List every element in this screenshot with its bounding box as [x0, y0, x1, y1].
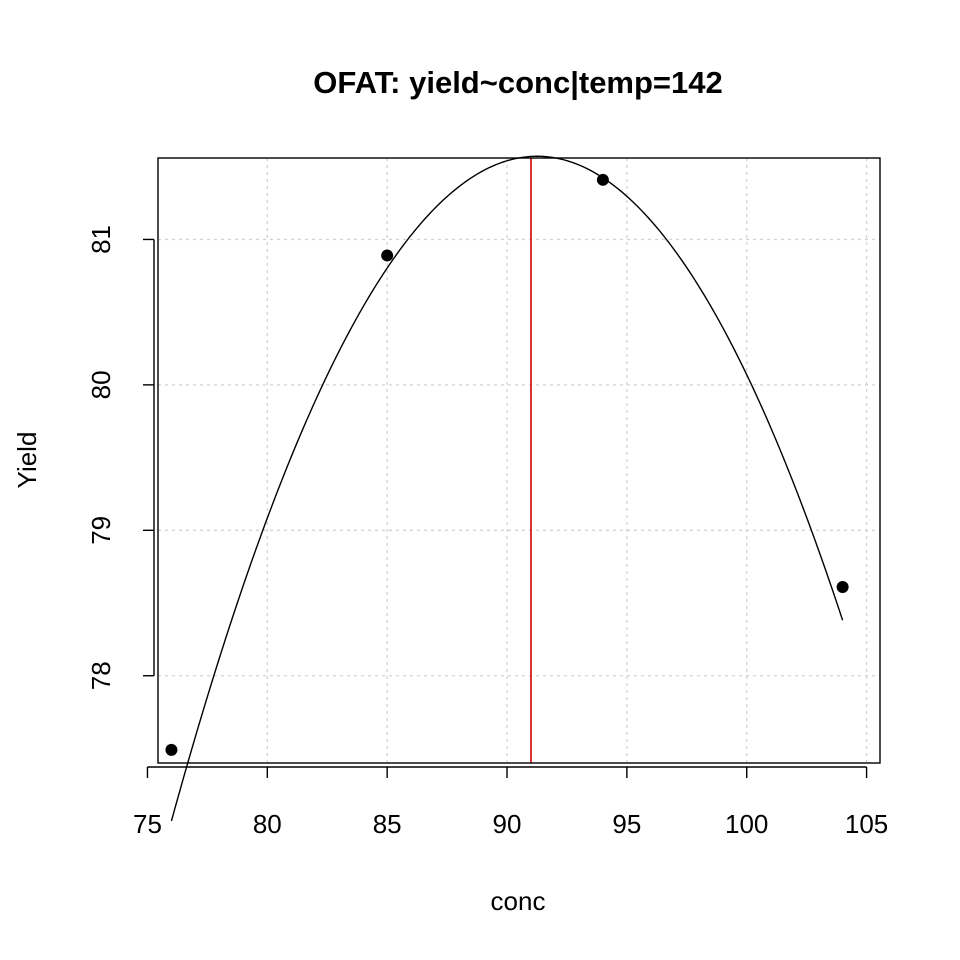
y-tick-label: 81 — [86, 225, 116, 254]
x-tick-label: 100 — [725, 809, 768, 839]
x-tick-label: 85 — [373, 809, 402, 839]
x-tick-label: 95 — [612, 809, 641, 839]
data-point — [596, 173, 609, 186]
fit-curve — [170, 155, 844, 822]
data-point — [381, 249, 394, 262]
y-tick-label: 79 — [86, 516, 116, 545]
x-axis: 75 80 85 90 95 100 105 — [133, 766, 888, 839]
y-tick-label: 80 — [86, 370, 116, 399]
grid — [158, 158, 880, 763]
x-tick-label: 105 — [845, 809, 888, 839]
y-tick-label: 78 — [86, 661, 116, 690]
x-tick-label: 90 — [493, 809, 522, 839]
plot-frame — [157, 157, 881, 764]
fit-curve-layer — [170, 155, 844, 822]
y-axis-label: Yield — [12, 432, 42, 489]
x-tick-label: 80 — [253, 809, 282, 839]
x-axis-label: conc — [491, 886, 546, 916]
data-point — [836, 581, 849, 594]
data-points — [165, 173, 849, 756]
data-point — [165, 743, 178, 756]
chart-title: OFAT: yield~conc|temp=142 — [313, 65, 723, 100]
y-axis: 78 79 80 81 — [86, 225, 155, 690]
x-tick-label: 75 — [133, 809, 162, 839]
